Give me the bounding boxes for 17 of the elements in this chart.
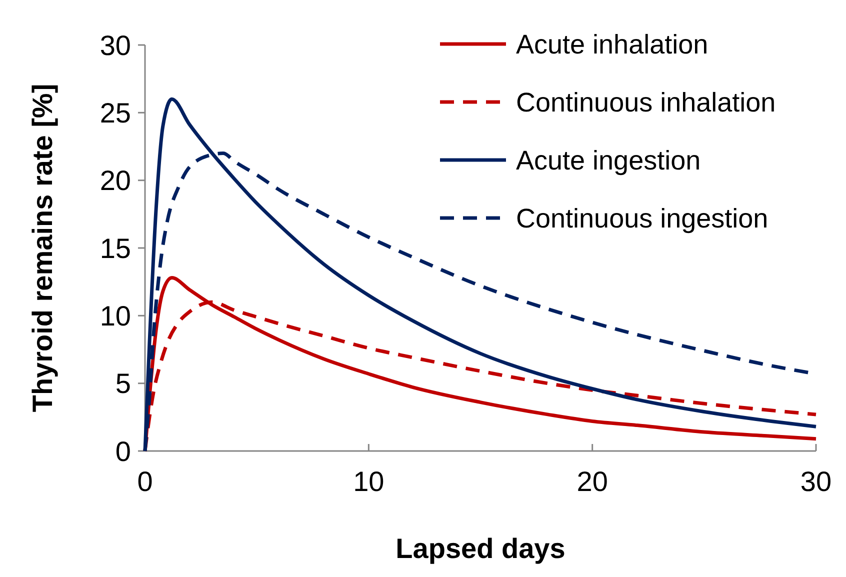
- y-tick-label: 0: [115, 436, 131, 467]
- legend-label: Acute inhalation: [516, 29, 708, 60]
- x-tick-label: 30: [800, 466, 832, 497]
- y-tick-label: 30: [100, 30, 131, 61]
- x-tick-label: 10: [353, 466, 384, 497]
- y-tick-label: 5: [115, 368, 131, 400]
- legend-label: Acute ingestion: [516, 145, 701, 176]
- legend-label: Continuous ingestion: [516, 203, 768, 234]
- y-tick-label: 10: [100, 300, 131, 332]
- y-axis-title: Thyroid remains rate [%]: [27, 84, 58, 412]
- x-tick-label: 20: [576, 466, 608, 497]
- y-tick-label: 20: [100, 165, 131, 196]
- x-axis-title: Lapsed days: [396, 533, 566, 564]
- y-tick-label: 25: [100, 97, 131, 128]
- y-tick-label: 15: [100, 232, 131, 264]
- legend-label: Continuous inhalation: [516, 87, 776, 118]
- x-tick-label: 0: [137, 466, 153, 497]
